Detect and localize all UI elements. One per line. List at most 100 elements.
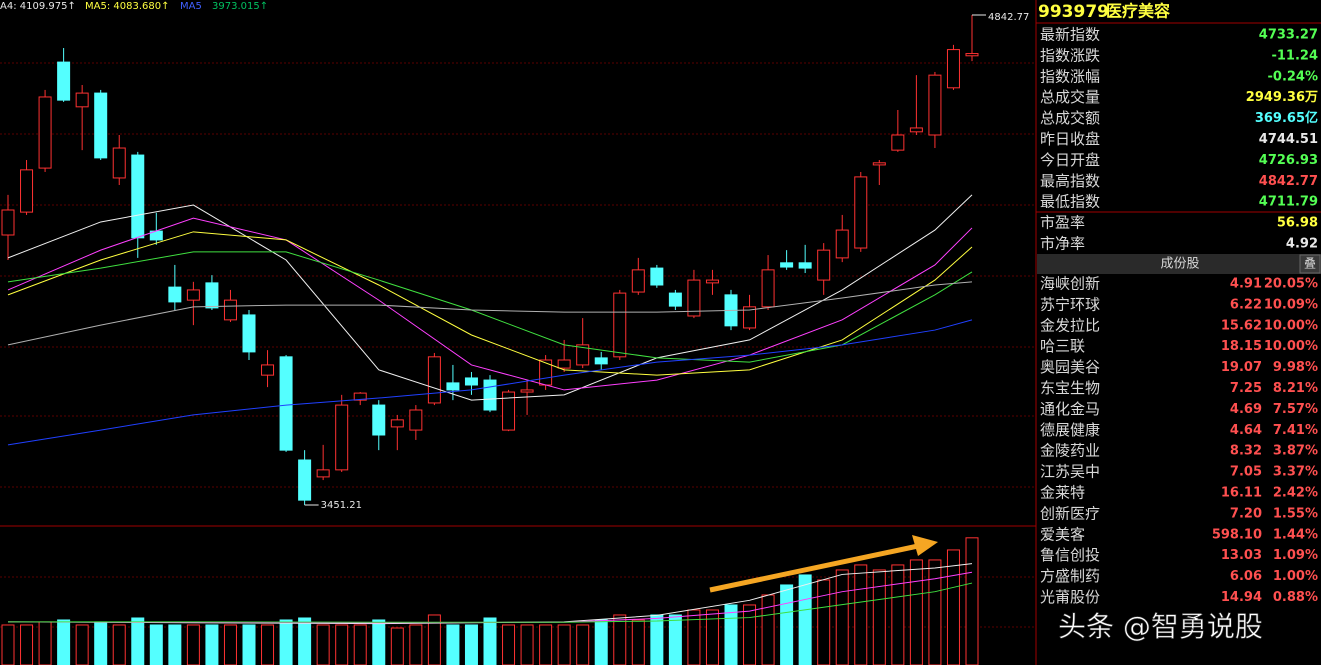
stock-name[interactable]: 海峡创新 xyxy=(1040,275,1100,293)
quote-value: 2949.36万 xyxy=(1246,90,1318,105)
volume-bar xyxy=(409,624,423,665)
candle-body xyxy=(427,356,441,404)
volume-bar xyxy=(149,624,163,665)
quote-value: 4842.77 xyxy=(1259,174,1318,189)
stock-name[interactable]: 金莱特 xyxy=(1040,484,1085,502)
candle-body xyxy=(20,169,34,213)
arrow-head xyxy=(912,535,938,556)
quote-value: 4744.51 xyxy=(1259,132,1318,147)
stock-name[interactable]: 江苏吴中 xyxy=(1040,463,1100,481)
candle-body xyxy=(131,154,145,239)
stock-price: 6.06 xyxy=(1230,569,1262,584)
volume-bar xyxy=(242,624,256,665)
high-label: 4842.77 xyxy=(988,12,1029,23)
candle-body xyxy=(223,299,237,321)
candle-body xyxy=(761,269,775,308)
volume-bar xyxy=(780,584,794,665)
volume-bar xyxy=(576,624,590,665)
candle-body xyxy=(817,249,831,281)
volume-bar xyxy=(817,579,831,665)
volume-bar xyxy=(854,564,868,665)
volume-bar xyxy=(446,624,460,665)
candle-body xyxy=(687,279,701,317)
stock-name[interactable]: 创新医疗 xyxy=(1040,504,1100,522)
stock-change: 20.05% xyxy=(1264,277,1318,292)
arrow-shaft xyxy=(709,543,919,593)
quote-label: 指数涨幅 xyxy=(1040,67,1100,85)
stock-price: 16.11 xyxy=(1221,486,1262,501)
volume-bar xyxy=(94,621,108,665)
stock-price: 18.15 xyxy=(1221,339,1262,354)
volume-bar xyxy=(761,594,775,665)
ma-line xyxy=(7,251,973,363)
volume-bar xyxy=(335,624,349,665)
stock-name[interactable]: 方盛制药 xyxy=(1040,567,1100,585)
volume-bar xyxy=(891,564,905,665)
stock-change: 2.42% xyxy=(1273,486,1318,501)
volume-bar xyxy=(743,604,757,665)
stock-name[interactable]: 东宝生物 xyxy=(1040,379,1100,397)
stock-name[interactable]: 爱美客 xyxy=(1040,525,1085,543)
stock-price: 7.20 xyxy=(1230,506,1262,521)
stock-change: 3.87% xyxy=(1273,444,1318,459)
ratio-label: 市净率 xyxy=(1040,235,1085,253)
stock-price: 14.94 xyxy=(1221,590,1262,605)
volume-bar xyxy=(38,621,52,665)
candle-body xyxy=(835,229,849,259)
ma-line xyxy=(8,582,973,623)
constituent-header-bar xyxy=(1037,254,1321,274)
volume-bar xyxy=(946,549,960,665)
volume-bar xyxy=(613,614,627,665)
quote-value: 4733.27 xyxy=(1259,28,1318,43)
stock-name[interactable]: 光莆股份 xyxy=(1040,588,1100,606)
overlay-toggle[interactable] xyxy=(1299,254,1321,274)
volume-bar xyxy=(909,559,923,665)
volume-bar xyxy=(186,624,200,665)
volume-bar xyxy=(594,619,608,665)
stock-price: 598.10 xyxy=(1212,527,1262,542)
ma-line xyxy=(7,217,973,391)
candle-body xyxy=(1,209,15,236)
quote-label: 今日开盘 xyxy=(1040,151,1100,169)
candle-body xyxy=(279,356,293,451)
stock-name[interactable]: 金发拉比 xyxy=(1040,316,1100,334)
stock-change: 7.57% xyxy=(1273,402,1318,417)
volume-bar xyxy=(687,609,701,665)
watermark: 头条 @智勇说股 xyxy=(1058,610,1263,643)
stock-name[interactable]: 金陵药业 xyxy=(1040,442,1100,460)
stock-name[interactable]: 哈三联 xyxy=(1040,337,1085,355)
candle-body xyxy=(409,409,423,431)
candle-body xyxy=(316,469,330,478)
stock-name[interactable]: 苏宁环球 xyxy=(1040,295,1100,313)
volume-bar xyxy=(279,619,293,665)
candle-body xyxy=(891,134,905,151)
stock-name[interactable]: 德展健康 xyxy=(1040,421,1100,439)
quote-value: -11.24 xyxy=(1271,48,1318,63)
volume-bar xyxy=(464,624,478,665)
candle-body xyxy=(57,61,71,101)
quote-value: 369.65亿 xyxy=(1255,110,1318,126)
stock-name[interactable]: 鲁信创投 xyxy=(1040,546,1100,564)
candle-body xyxy=(464,377,478,386)
candle-body xyxy=(780,262,794,268)
volume-bar xyxy=(112,624,126,665)
stock-name[interactable]: 奥园美谷 xyxy=(1040,358,1100,376)
candle-body xyxy=(446,382,460,391)
volume-bar xyxy=(316,624,330,665)
stock-name[interactable]: 通化金马 xyxy=(1040,400,1100,418)
volume-bar xyxy=(1,624,15,665)
quote-value: 4711.79 xyxy=(1259,195,1318,210)
quote-value: -0.24% xyxy=(1268,69,1319,84)
volume-bar xyxy=(520,624,534,665)
quote-label: 最新指数 xyxy=(1040,26,1100,44)
stock-change: 10.00% xyxy=(1264,318,1318,333)
stock-price: 4.91 xyxy=(1230,277,1262,292)
candle-body xyxy=(483,379,497,411)
candle-body xyxy=(743,306,757,329)
candle-body xyxy=(928,74,942,136)
volume-bar xyxy=(298,617,312,665)
stock-price: 4.64 xyxy=(1230,423,1262,438)
overlay-toggle-label[interactable]: 叠 xyxy=(1304,257,1316,271)
volume-bar xyxy=(557,624,571,665)
